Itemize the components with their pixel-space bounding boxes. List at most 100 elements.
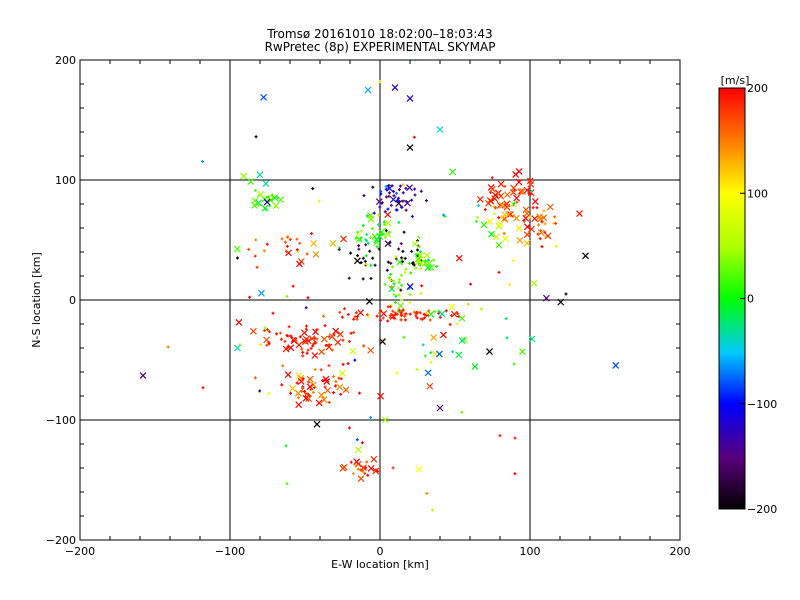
data-point-plus [456, 312, 460, 316]
data-point-plus [542, 209, 546, 213]
data-point-plus [354, 311, 358, 315]
data-point-cross [509, 188, 517, 196]
data-point-plus [265, 242, 269, 246]
data-point-cross [332, 327, 340, 335]
data-point-plus [400, 256, 404, 260]
data-point-plus [415, 316, 419, 320]
data-point-plus [400, 298, 404, 302]
data-point-plus [392, 292, 396, 296]
data-point-cross [302, 335, 310, 343]
data-point-plus [400, 260, 404, 264]
data-point-cross [438, 310, 446, 318]
data-point-plus [365, 263, 369, 267]
data-point-plus [404, 186, 408, 190]
data-point-plus [395, 312, 399, 316]
data-point-plus [418, 311, 422, 315]
data-point-plus [400, 283, 404, 287]
data-point-plus [456, 322, 460, 326]
data-point-plus [432, 258, 436, 262]
data-point-cross [411, 240, 419, 248]
data-point-cross [501, 211, 509, 219]
data-point-cross [312, 328, 319, 336]
data-point-plus [528, 215, 532, 219]
data-point-cross [460, 336, 468, 344]
data-point-plus [321, 379, 325, 383]
data-point-plus [410, 198, 414, 202]
data-point-plus [286, 235, 290, 239]
data-point-cross [455, 254, 463, 262]
data-point-plus [254, 238, 258, 242]
data-point-cross [247, 178, 255, 185]
data-point-cross [312, 251, 320, 258]
data-point-plus [354, 236, 358, 240]
data-point-cross [289, 385, 297, 392]
data-point-cross [417, 251, 425, 259]
data-point-plus [361, 256, 365, 260]
data-point-plus [412, 263, 416, 267]
data-point-plus [444, 309, 448, 313]
data-point-plus [295, 381, 299, 385]
data-point-plus [417, 262, 421, 266]
data-point-plus [327, 343, 331, 347]
data-point-plus [356, 254, 360, 258]
data-point-plus [474, 219, 478, 223]
data-point-plus [291, 284, 295, 288]
data-point-cross [487, 197, 495, 205]
data-point-plus [497, 216, 501, 220]
data-point-plus [306, 392, 310, 396]
data-point-plus [339, 392, 343, 396]
data-point-plus [428, 318, 432, 322]
data-point-cross [234, 344, 241, 352]
data-point-cross [310, 240, 318, 247]
data-point-plus [397, 280, 401, 284]
data-point-plus [393, 300, 397, 304]
data-point-cross [436, 350, 443, 358]
colorbar-tick-label: 100 [747, 187, 768, 200]
data-point-plus [402, 230, 406, 234]
data-point-plus [311, 344, 315, 348]
data-point-cross [495, 241, 503, 249]
data-point-plus [298, 241, 302, 245]
data-point-cross [139, 372, 147, 380]
data-point-plus [469, 282, 473, 286]
data-point-plus [368, 236, 372, 240]
data-point-plus [365, 239, 369, 243]
data-point-plus [411, 261, 415, 265]
data-point-plus [305, 324, 309, 328]
colorbar-ticks: 200 100 0 −100 −200 [740, 82, 777, 516]
data-point-plus [387, 186, 391, 190]
data-point-plus [498, 434, 502, 438]
data-point-plus [386, 319, 390, 323]
data-point-plus [371, 185, 375, 189]
data-point-cross [523, 231, 531, 239]
data-point-cross [491, 191, 499, 199]
data-point-plus [397, 278, 401, 282]
data-point-plus [389, 261, 393, 265]
y-tick-label: 200 [55, 54, 76, 67]
data-point-plus [387, 191, 391, 195]
data-point-cross [260, 93, 268, 101]
data-point-plus [394, 294, 398, 298]
data-point-cross [450, 310, 458, 318]
data-point-plus [477, 204, 481, 208]
data-point-plus [502, 232, 506, 236]
data-point-cross [296, 260, 303, 268]
data-point-plus [288, 238, 292, 242]
data-point-cross [531, 215, 539, 223]
data-point-cross [486, 218, 494, 225]
data-point-plus [347, 339, 351, 343]
data-point-cross [384, 219, 392, 227]
data-point-plus [384, 229, 388, 233]
data-point-plus [285, 244, 289, 248]
data-point-cross [360, 464, 367, 472]
data-point-plus [398, 184, 402, 188]
data-point-plus [305, 252, 309, 256]
data-point-plus [385, 195, 389, 199]
data-point-cross [297, 377, 305, 385]
data-point-plus [275, 332, 279, 336]
data-point-cross [471, 363, 479, 370]
data-point-plus [369, 276, 373, 280]
data-point-plus [330, 348, 334, 352]
data-point-plus [253, 376, 257, 380]
data-point-cross [424, 369, 432, 377]
